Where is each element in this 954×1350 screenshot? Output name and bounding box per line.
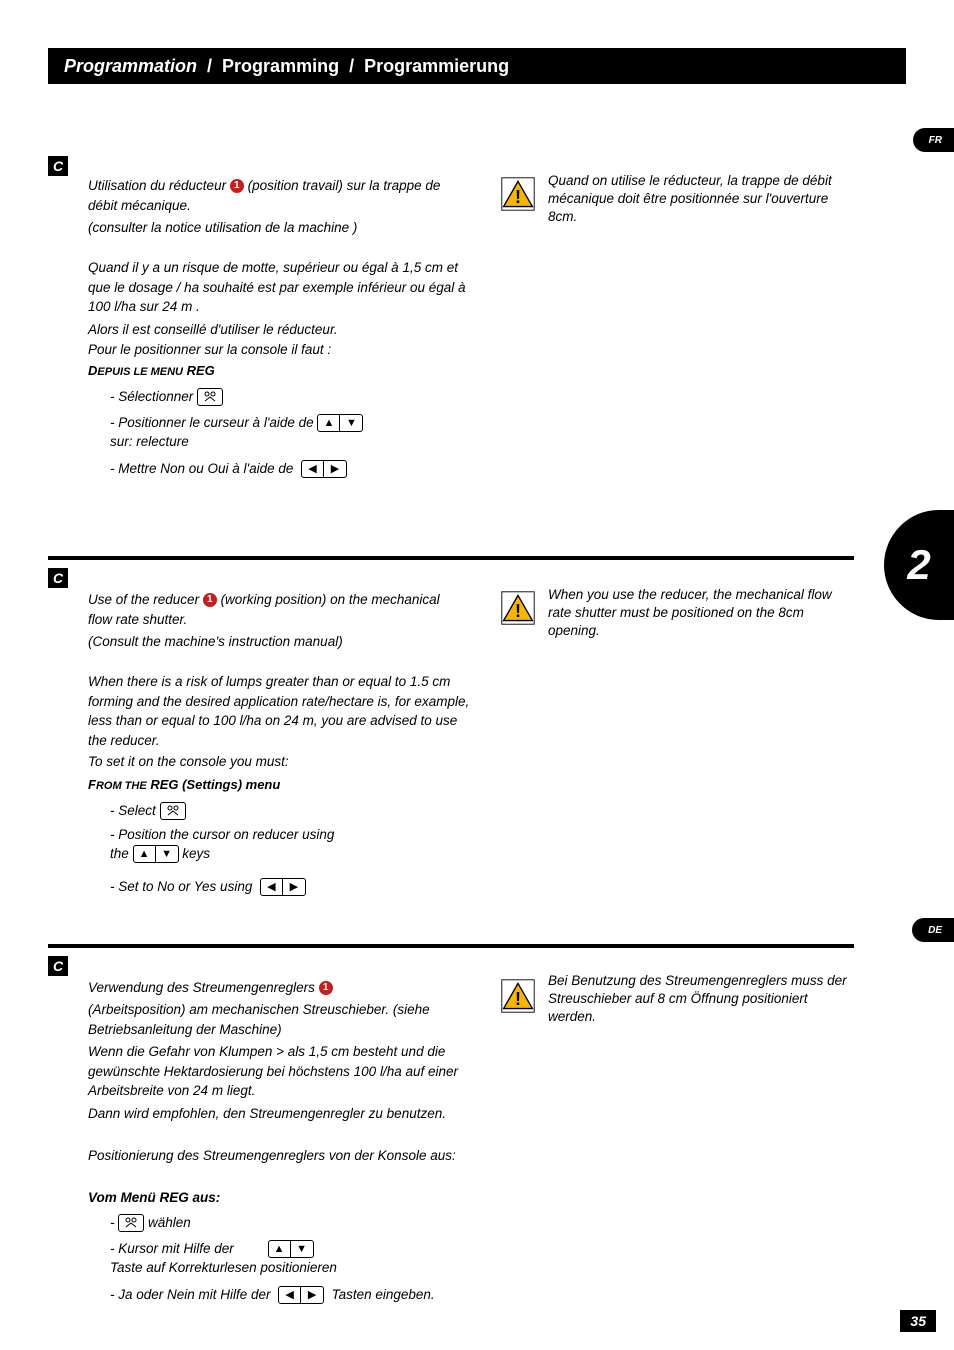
settings-key-icon [160, 802, 186, 820]
header-de: Programmierung [364, 56, 509, 77]
svg-text:!: ! [515, 187, 521, 207]
fr-li-3: - Mettre Non ou Oui à l'aide de ◀▶ [110, 460, 347, 479]
settings-key-icon [118, 1214, 144, 1232]
de-para-3: Wenn die Gefahr von Klumpen > als 1,5 cm… [88, 1042, 468, 1101]
left-right-key-icon: ◀▶ [260, 878, 306, 896]
fr-li-2: - Positionner le curseur à l'aide de ▲▼ … [110, 414, 430, 452]
section-marker-gb: C [48, 568, 68, 588]
section-marker-de: C [48, 956, 68, 976]
svg-text:!: ! [515, 601, 521, 621]
de-li-1: - wählen [110, 1214, 191, 1233]
gb-li-2: - Position the cursor on reducer using t… [110, 826, 430, 864]
header-sep-1: / [207, 56, 212, 77]
divider-fr-gb [48, 556, 854, 560]
gb-li-3: - Set to No or Yes using ◀▶ [110, 878, 306, 897]
gb-li-1: - Select [110, 802, 186, 821]
de-para-1: Verwendung des Streumengenreglers 1 [88, 978, 458, 998]
circled-1-icon: 1 [230, 179, 244, 193]
de-li-3: - Ja oder Nein mit Hilfe der ◀▶ Tasten e… [110, 1286, 450, 1305]
tab-de: DE [912, 918, 954, 942]
de-li-2: - Kursor mit Hilfe der ▲▼ Taste auf Korr… [110, 1240, 450, 1278]
tab-fr: FR [913, 128, 954, 152]
gb-para-3: When there is a risk of lumps greater th… [88, 672, 478, 750]
section-marker-fr: C [48, 156, 68, 176]
fr-para-2: (consulter la notice utilisation de la m… [88, 218, 458, 238]
fr-li-1: - Sélectionner [110, 388, 223, 407]
gb-warning: When you use the reducer, the mechanical… [548, 586, 848, 641]
chapter-number: 2 [884, 510, 954, 620]
fr-para-4: Alors il est conseillé d'utiliser le réd… [88, 320, 468, 340]
de-warning: Bei Benutzung des Streumengenreglers mus… [548, 972, 858, 1027]
divider-gb-de [48, 944, 854, 948]
warning-icon: ! [500, 176, 536, 212]
circled-1-icon: 1 [319, 981, 333, 995]
page-header: Programmation / Programming / Programmie… [48, 48, 906, 84]
de-para-4: Dann wird empfohlen, den Streumengenregl… [88, 1104, 468, 1124]
header-gb: Programming [222, 56, 339, 77]
de-para-2: (Arbeitsposition) am mechanischen Streus… [88, 1000, 468, 1039]
header-fr: Programmation [64, 56, 197, 77]
settings-key-icon [197, 388, 223, 406]
gb-menu-heading: FROM THE REG (Settings) menu [88, 776, 280, 795]
svg-text:!: ! [515, 989, 521, 1009]
up-down-key-icon: ▲▼ [133, 845, 179, 863]
fr-warning: Quand on utilise le réducteur, la trappe… [548, 172, 848, 227]
de-para-5: Positionierung des Streumengenreglers vo… [88, 1146, 468, 1166]
left-right-key-icon: ◀▶ [278, 1286, 324, 1304]
de-menu-heading: Vom Menü REG aus: [88, 1188, 220, 1208]
fr-para-1: Utilisation du réducteur 1 (position tra… [88, 176, 458, 215]
warning-icon: ! [500, 590, 536, 626]
fr-menu-heading: DEPUIS LE MENU REG [88, 362, 215, 381]
circled-1-icon: 1 [203, 593, 217, 607]
gb-para-2: (Consult the machine's instruction manua… [88, 632, 458, 652]
fr-para-3: Quand il y a un risque de motte, supérie… [88, 258, 468, 317]
gb-para-4: To set it on the console you must: [88, 752, 468, 772]
page-number: 35 [900, 1310, 936, 1332]
fr-para-5: Pour le positionner sur la console il fa… [88, 340, 468, 360]
warning-icon: ! [500, 978, 536, 1014]
up-down-key-icon: ▲▼ [317, 414, 363, 432]
header-sep-2: / [349, 56, 354, 77]
left-right-key-icon: ◀▶ [301, 460, 347, 478]
up-down-key-icon: ▲▼ [268, 1240, 314, 1258]
gb-para-1: Use of the reducer 1 (working position) … [88, 590, 458, 629]
